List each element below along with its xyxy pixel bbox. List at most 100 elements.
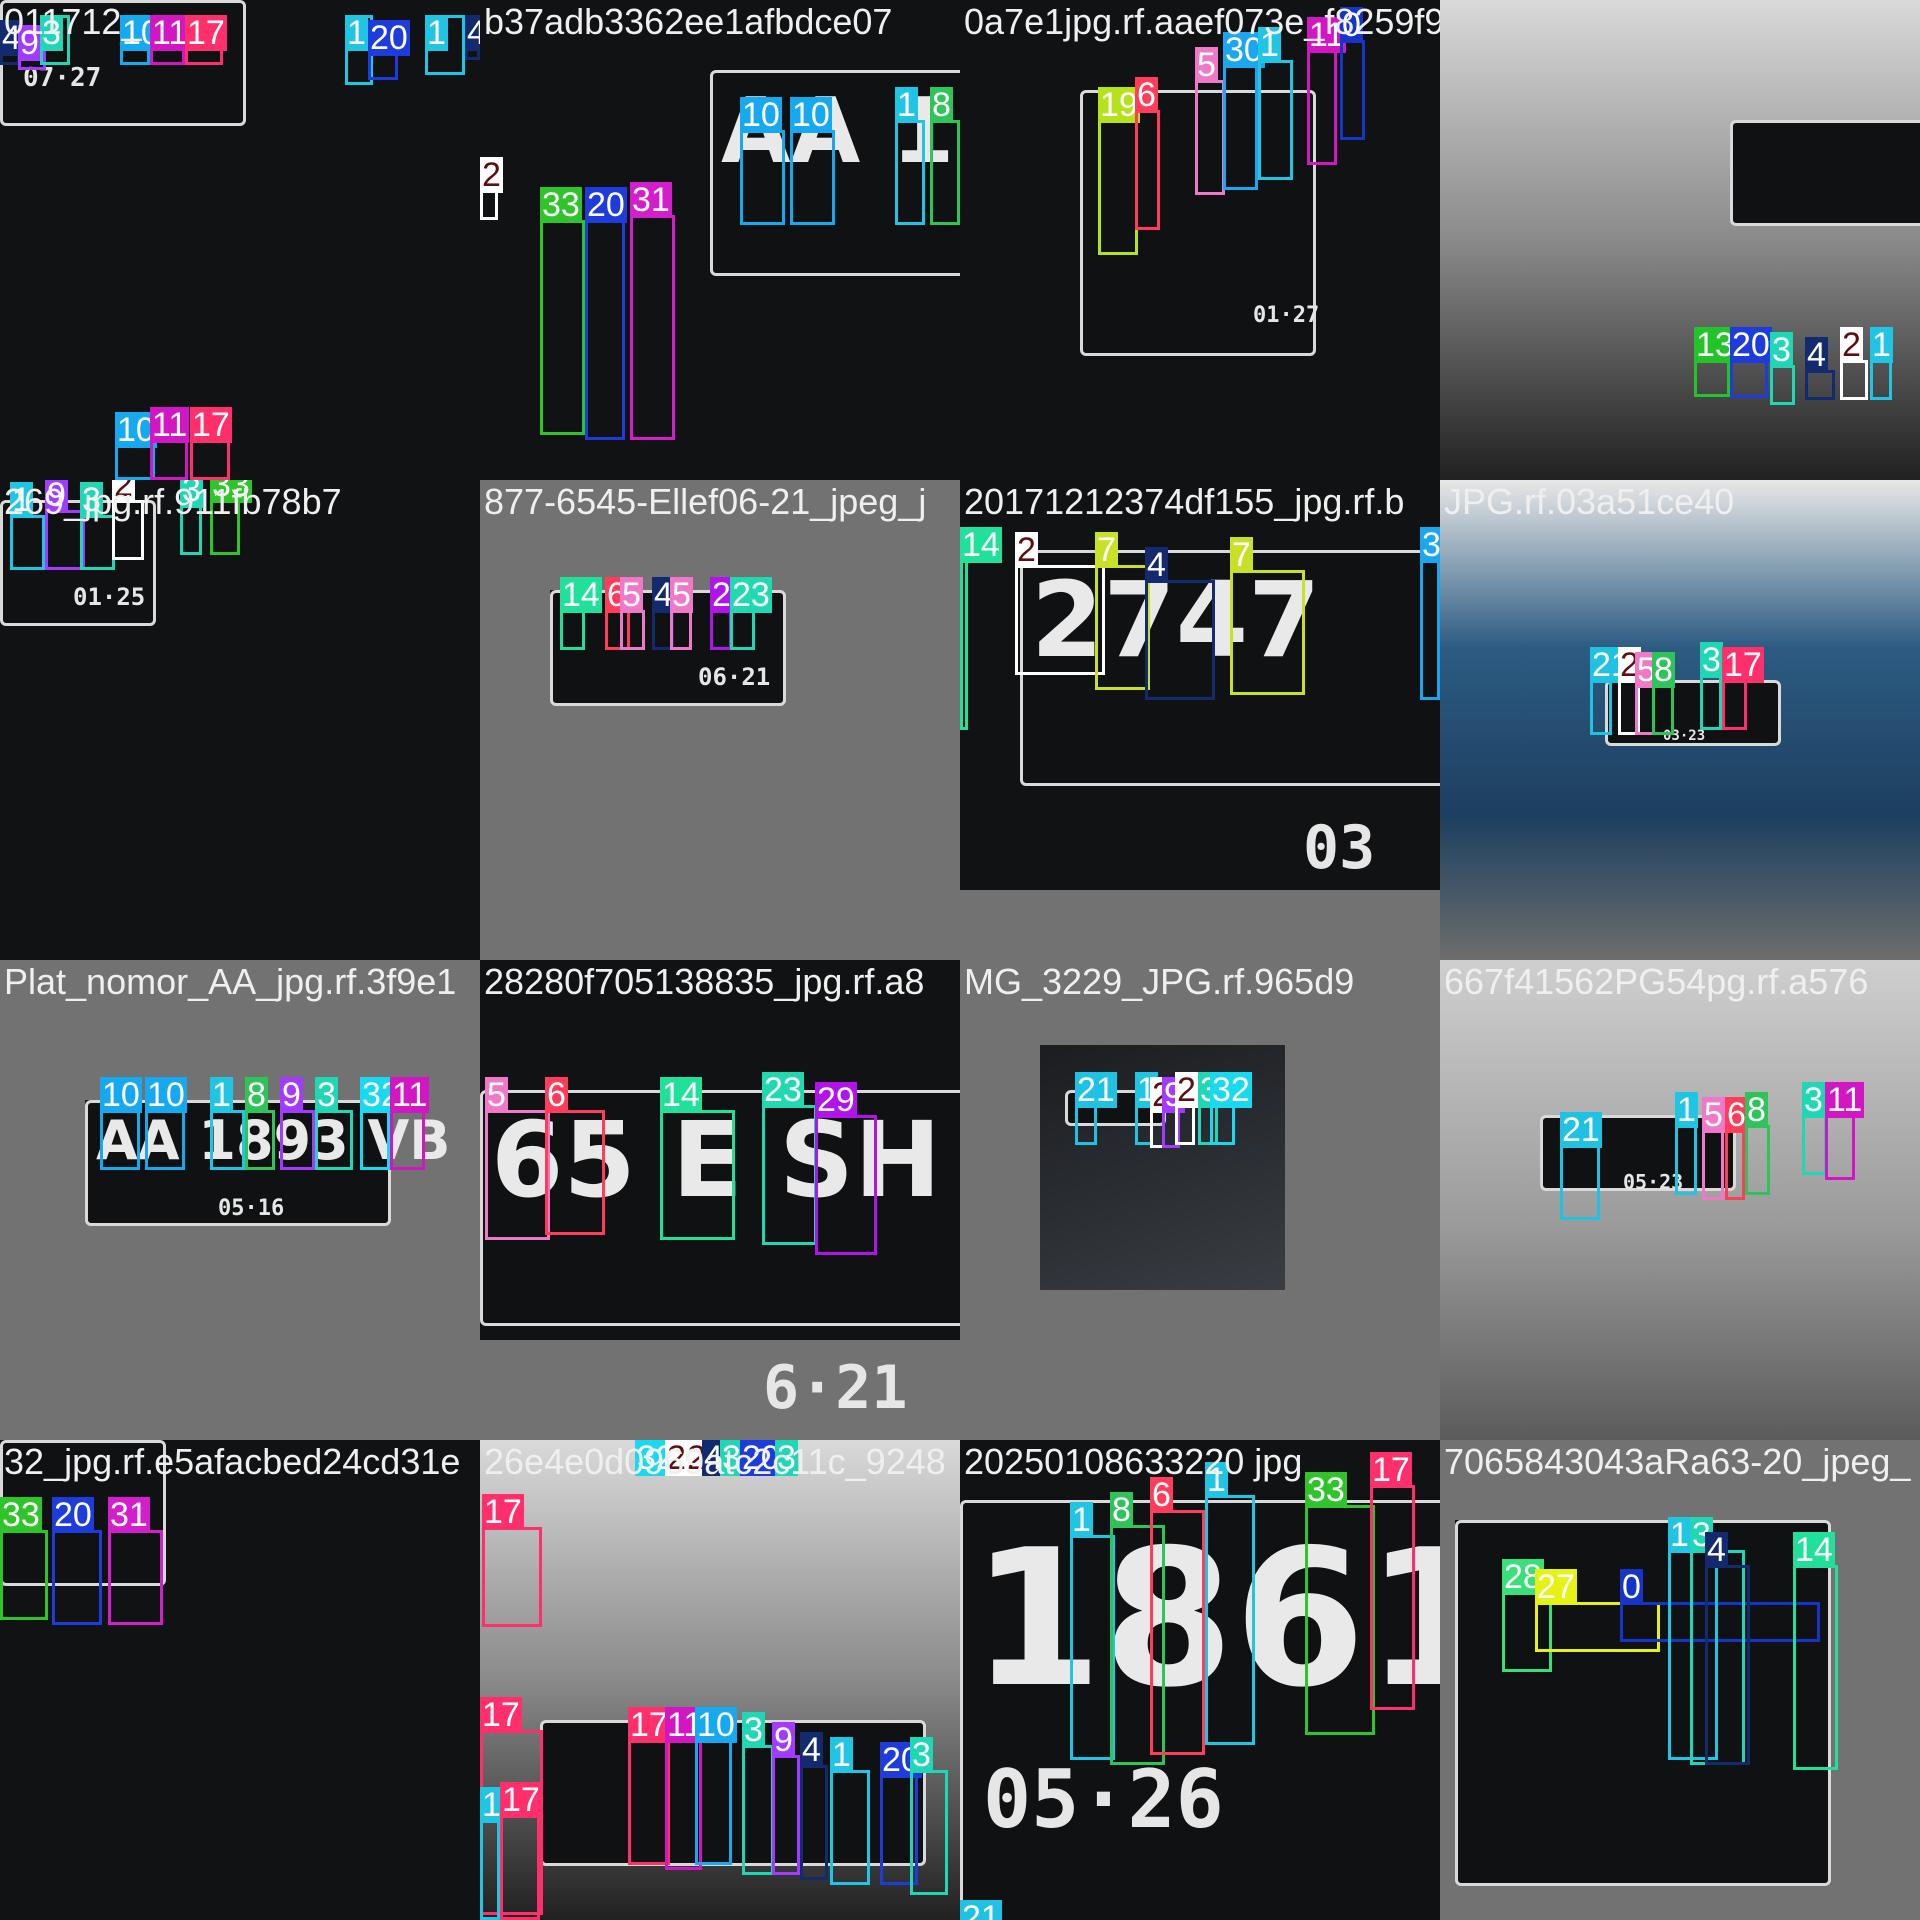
class-label: 8 [1745, 1091, 1768, 1129]
detection-box: 4 [800, 1732, 828, 1880]
class-label: 31 [630, 181, 672, 219]
detection-box: 2 [1175, 1072, 1198, 1145]
mosaic-tile: 1861 05·26 20250108633220 jpg 21 1 8 6 1 33 17 [960, 1440, 1440, 1920]
detection-box: 2 [112, 480, 144, 560]
class-label: 8 [1110, 1491, 1133, 1529]
class-label: 17 [500, 1781, 542, 1819]
detection-box: 8 [930, 87, 960, 225]
detection-box: 17 [190, 407, 232, 480]
class-label: 3 [742, 1711, 765, 1749]
class-label: 10 [740, 96, 782, 134]
class-label: 2 [1015, 531, 1038, 569]
tile-filename: Plat_nomor_AA_jpg.rf.3f9e1 [4, 961, 457, 1002]
class-label: 5 [620, 576, 643, 614]
plate-date: 05·23 [1623, 1170, 1684, 1194]
detection-box: 33 [1305, 1472, 1375, 1735]
detection-box: 2 [1015, 532, 1105, 675]
class-label: 33 [210, 480, 252, 503]
class-label: 14 [660, 1076, 702, 1114]
detection-box: 20 [585, 187, 627, 440]
tile-filename: MG_3229_JPG.rf.965d9 [964, 961, 1355, 1002]
class-label: 2 [480, 156, 503, 194]
detection-box: 9 [772, 1722, 800, 1875]
tile-filename: 7065843043aRa63-20_jpeg_ [1444, 1441, 1911, 1482]
class-label: 4 [1145, 546, 1168, 584]
detection-box: 6 [1150, 1477, 1205, 1755]
class-label: 20 [1730, 326, 1772, 364]
detection-box: 3 [1802, 1082, 1827, 1175]
class-label: 1 [425, 14, 448, 52]
detection-box: 3 [80, 482, 115, 570]
detection-box: 0 [1620, 1569, 1820, 1642]
class-label: 17 [185, 14, 227, 52]
detection-box: 30 [1223, 32, 1265, 190]
class-label: 20 [740, 1440, 782, 1477]
detection-box: 17 [482, 1494, 542, 1627]
detection-box: 33 [210, 480, 252, 555]
detection-box: 2 [1840, 327, 1868, 400]
class-label: 1 [1258, 26, 1281, 64]
class-label: 1 [1205, 1461, 1228, 1499]
class-label: 33 [0, 1496, 42, 1534]
class-label: 5 [1195, 46, 1218, 84]
detection-box: 1 [1205, 1462, 1255, 1745]
class-label: 4 [465, 15, 480, 51]
class-label: 33 [540, 186, 582, 224]
detection-box: 4 [1145, 547, 1215, 700]
detection-box: 4 [652, 577, 675, 650]
class-label: 0 [1620, 1568, 1643, 1606]
class-label: 2 [1840, 326, 1863, 364]
class-label: 20 [585, 186, 627, 224]
class-label: 9 [772, 1721, 795, 1759]
detection-box: 9 [280, 1077, 315, 1170]
detection-box: 3 [180, 480, 203, 555]
detection-box: 1 [830, 1737, 870, 1885]
detection-box: 11 [390, 1077, 430, 1170]
plate-text: 65 E SH [491, 1099, 942, 1221]
detection-box: 32 [1210, 1072, 1252, 1145]
detection-box: 10 [115, 412, 157, 480]
detection-box: 29 [710, 577, 752, 650]
class-label: 10 [115, 411, 157, 449]
plate-date: 05·16 [218, 1196, 285, 1221]
mosaic-tile: 32_jpg.rf.e5afacbed24cd31e 33 20 31 [0, 1440, 480, 1920]
class-label: 1 [1070, 1501, 1093, 1539]
detection-box: 21 [1560, 1112, 1602, 1220]
class-label: 32 [1210, 1071, 1252, 1109]
detection-box: 14 [960, 527, 1002, 730]
class-label: 1 [345, 14, 368, 52]
detection-box: 7 [1230, 537, 1305, 695]
detection-box: 1 [895, 87, 925, 225]
class-label: 7 [1095, 531, 1118, 569]
class-label: 13 [1694, 326, 1736, 364]
class-label: 4 [1705, 1531, 1728, 1569]
class-label: 20 [368, 19, 410, 57]
detection-box: 5 [1702, 1097, 1725, 1200]
class-label: 3 [40, 14, 63, 52]
mosaic-tile: 05·23 667f41562PG54pg.rf.a576 21 1 5 6 8 3 11 [1440, 960, 1920, 1440]
detection-box: 23 [730, 577, 772, 650]
detection-box: 7 [1095, 532, 1150, 690]
class-label: 17 [480, 1696, 522, 1734]
class-label: 6 [1725, 1096, 1748, 1134]
class-label: 4 [0, 19, 23, 57]
class-label: 1 [830, 1736, 853, 1774]
detection-box: 20 [368, 20, 410, 80]
detection-box: 3 [742, 1712, 774, 1875]
class-label: 1 [895, 86, 918, 124]
license-plate: 01·25 [0, 500, 156, 626]
license-plate [1730, 120, 1920, 226]
detection-box: 3 [910, 1737, 948, 1895]
detection-box: 6 [1725, 1097, 1748, 1200]
detection-box: 17 [480, 1697, 543, 1915]
class-label: 19 [1098, 86, 1140, 124]
detection-box: 3 [40, 15, 70, 65]
detection-box: 4 [702, 1440, 725, 1476]
class-label: 2 [1175, 1071, 1198, 1109]
detection-box: 14 [1793, 1532, 1838, 1770]
detection-box: 1 [345, 15, 373, 85]
detection-box: 32 [360, 1077, 402, 1170]
class-label: 2 [112, 480, 135, 503]
class-label: 5 [1702, 1096, 1725, 1134]
